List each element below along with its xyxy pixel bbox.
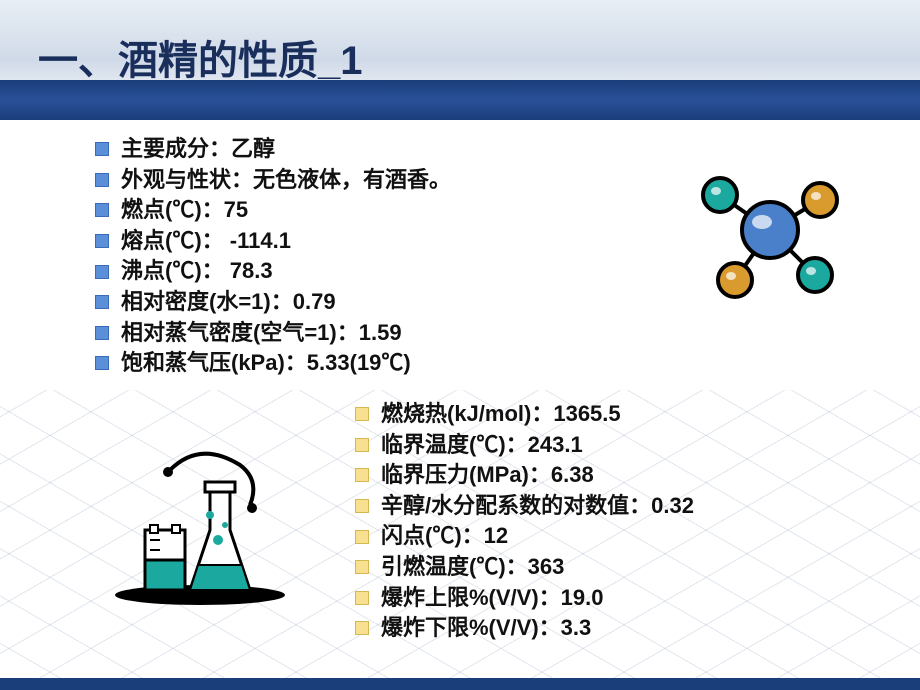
bullet-square-icon <box>95 356 109 370</box>
properties-list-1: 主要成分：乙醇外观与性状：无色液体，有酒香。燃点(℃)：75熔点(℃)： -11… <box>95 135 451 380</box>
properties-list-2: 燃烧热(kJ/mol)：1365.5临界温度(℃)：243.1临界压力(MPa)… <box>355 400 694 645</box>
list-item-label: 临界压力(MPa)：6.38 <box>381 461 594 490</box>
list-item: 爆炸下限%(V/V)：3.3 <box>355 614 694 643</box>
list-item-label: 引燃温度(℃)：363 <box>381 553 564 582</box>
list-item-label: 饱和蒸气压(kPa)：5.33(19℃) <box>121 349 411 378</box>
bullet-square-icon <box>355 591 369 605</box>
list-item: 熔点(℃)： -114.1 <box>95 227 451 256</box>
list-item: 临界压力(MPa)：6.38 <box>355 461 694 490</box>
bullet-square-icon <box>95 234 109 248</box>
list-item-label: 相对蒸气密度(空气=1)：1.59 <box>121 319 402 348</box>
list-item-label: 主要成分：乙醇 <box>121 135 275 164</box>
molecule-icon <box>690 150 850 310</box>
bullet-square-icon <box>355 468 369 482</box>
list-item-label: 辛醇/水分配系数的对数值：0.32 <box>381 492 694 521</box>
bullet-square-icon <box>95 295 109 309</box>
list-item-label: 相对密度(水=1)：0.79 <box>121 288 336 317</box>
list-item: 燃点(℃)：75 <box>95 196 451 225</box>
list-item-label: 燃点(℃)：75 <box>121 196 248 225</box>
bullet-square-icon <box>355 407 369 421</box>
list-item: 主要成分：乙醇 <box>95 135 451 164</box>
list-item: 饱和蒸气压(kPa)：5.33(19℃) <box>95 349 451 378</box>
list-item-label: 闪点(℃)：12 <box>381 522 508 551</box>
list-item-label: 熔点(℃)： -114.1 <box>121 227 291 256</box>
bullet-square-icon <box>95 203 109 217</box>
list-item: 相对密度(水=1)：0.79 <box>95 288 451 317</box>
list-item-label: 爆炸下限%(V/V)：3.3 <box>381 614 591 643</box>
bullet-square-icon <box>95 142 109 156</box>
bullet-square-icon <box>95 326 109 340</box>
bullet-square-icon <box>95 173 109 187</box>
bullet-square-icon <box>355 560 369 574</box>
bullet-square-icon <box>355 499 369 513</box>
lab-flask-icon <box>110 430 290 610</box>
bullet-square-icon <box>355 530 369 544</box>
list-item: 沸点(℃)： 78.3 <box>95 257 451 286</box>
bullet-square-icon <box>355 621 369 635</box>
page-title: 一、酒精的性质_1 <box>38 28 363 86</box>
list-item: 辛醇/水分配系数的对数值：0.32 <box>355 492 694 521</box>
list-item: 爆炸上限%(V/V)：19.0 <box>355 584 694 613</box>
list-item-label: 燃烧热(kJ/mol)：1365.5 <box>381 400 621 429</box>
bottom-band <box>0 678 920 690</box>
list-item: 相对蒸气密度(空气=1)：1.59 <box>95 319 451 348</box>
list-item: 闪点(℃)：12 <box>355 522 694 551</box>
list-item: 引燃温度(℃)：363 <box>355 553 694 582</box>
bullet-square-icon <box>95 265 109 279</box>
list-item-label: 沸点(℃)： 78.3 <box>121 257 273 286</box>
list-item-label: 外观与性状：无色液体，有酒香。 <box>121 166 451 195</box>
blue-title-band <box>0 80 920 120</box>
list-item: 外观与性状：无色液体，有酒香。 <box>95 166 451 195</box>
list-item: 临界温度(℃)：243.1 <box>355 431 694 460</box>
bullet-square-icon <box>355 438 369 452</box>
list-item-label: 爆炸上限%(V/V)：19.0 <box>381 584 604 613</box>
list-item-label: 临界温度(℃)：243.1 <box>381 431 583 460</box>
list-item: 燃烧热(kJ/mol)：1365.5 <box>355 400 694 429</box>
